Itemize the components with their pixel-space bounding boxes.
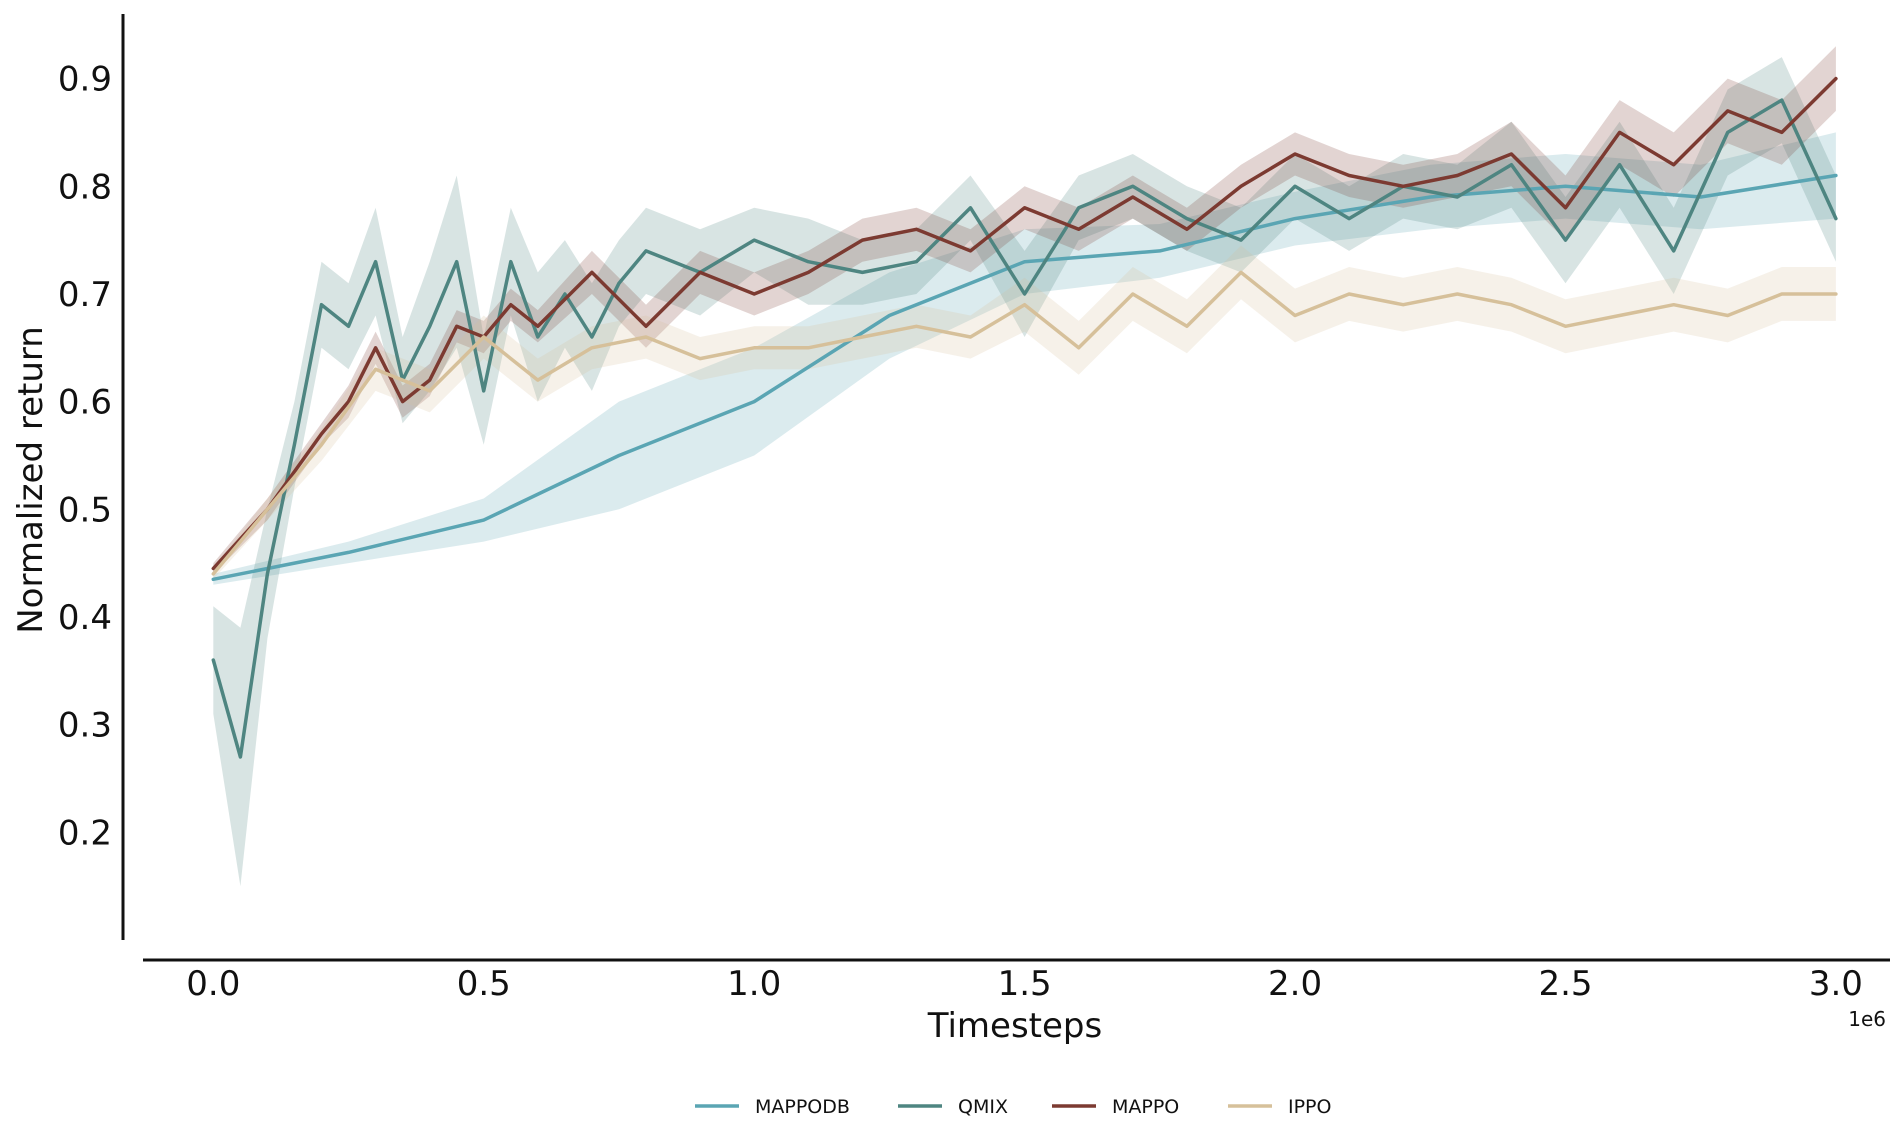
legend-label-mappo: MAPPO xyxy=(1112,1096,1179,1118)
x-tick-label: 2.0 xyxy=(1268,964,1322,1004)
legend-label-ippo: IPPO xyxy=(1288,1096,1331,1118)
x-offset-label: 1e6 xyxy=(1848,1007,1886,1031)
ippo-band xyxy=(213,245,1836,580)
mappodb-line xyxy=(211,173,1838,582)
ippo-line xyxy=(211,270,1838,576)
series-lines xyxy=(211,76,1838,759)
legend-label-qmix: QMIX xyxy=(958,1096,1008,1118)
x-tick-label: 0.0 xyxy=(186,964,240,1004)
x-tick-label: 2.5 xyxy=(1538,964,1592,1004)
y-tick-label: 0.9 xyxy=(58,60,112,100)
y-tick-label: 0.5 xyxy=(58,490,112,530)
qmix-band xyxy=(213,57,1836,887)
y-tick-label: 0.2 xyxy=(58,813,112,853)
x-tick-label: 1.5 xyxy=(998,964,1052,1004)
y-tick-label: 0.3 xyxy=(58,706,112,746)
mappodb-band xyxy=(213,132,1836,585)
x-tick-labels: 0.0 0.5 1.0 1.5 2.0 2.5 3.0 xyxy=(186,964,1863,1004)
y-tick-label: 0.7 xyxy=(58,275,112,315)
y-tick-label: 0.6 xyxy=(58,383,112,423)
legend: MAPPODB QMIX MAPPO IPPO xyxy=(695,1096,1331,1118)
y-tick-labels: 0.2 0.3 0.4 0.5 0.6 0.7 0.8 0.9 xyxy=(58,60,112,854)
x-tick-label: 1.0 xyxy=(727,964,781,1004)
qmix-line xyxy=(211,98,1838,759)
x-axis-title: Timesteps xyxy=(927,1006,1102,1046)
y-tick-label: 0.8 xyxy=(58,167,112,207)
legend-label-mappodb: MAPPODB xyxy=(755,1096,850,1118)
x-tick-label: 0.5 xyxy=(457,964,511,1004)
confidence-bands xyxy=(213,46,1836,887)
x-tick-label: 3.0 xyxy=(1809,964,1863,1004)
y-axis-title: Normalized return xyxy=(11,326,51,634)
y-tick-label: 0.4 xyxy=(58,598,112,638)
mappo-band xyxy=(213,46,1836,574)
